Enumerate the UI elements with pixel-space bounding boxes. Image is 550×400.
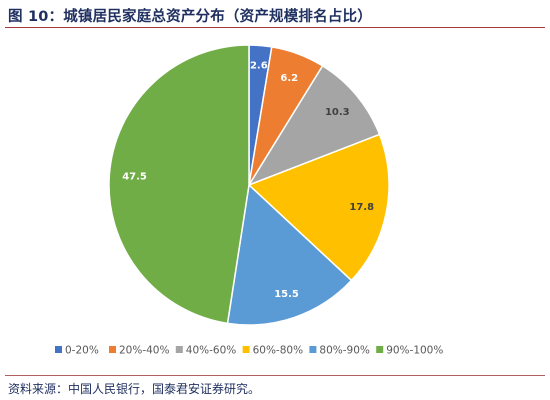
legend-item-60%-80%: 60%-80%: [242, 345, 303, 357]
pie-chart: 2.6 6.2 10.3 17.8 15.5 47.5 0-20% 20%-40% 40%-6…: [55, 44, 443, 357]
legend-label: 20%-40%: [119, 345, 169, 357]
data-label-0-20%: 2.6: [250, 61, 268, 72]
legend-item-0-20%: 0-20%: [55, 345, 99, 357]
pie-slice-80%-90%: [226, 183, 353, 326]
source-divider: [5, 375, 545, 376]
legend-item-80%-90%: 80%-90%: [309, 345, 370, 357]
pie-slices: [108, 44, 390, 326]
pie-slice-40%-60%: [247, 64, 381, 187]
source-note: 资料来源：中国人民银行，国泰君安证券研究。: [8, 382, 261, 396]
title-divider: [5, 27, 545, 28]
legend-label: 40%-60%: [186, 345, 236, 357]
legend-item-40%-60%: 40%-60%: [175, 345, 236, 357]
pie-slice-90%-100%: [108, 44, 250, 325]
data-label-80%-90%: 15.5: [274, 289, 299, 300]
legend-swatch: [55, 346, 62, 353]
legend-item-20%-40%: 20%-40%: [109, 345, 169, 357]
legend-label: 0-20%: [65, 345, 99, 357]
legend-item-90%-100%: 90%-100%: [376, 345, 443, 357]
data-label-60%-80%: 17.8: [349, 202, 374, 213]
legend-label: 80%-90%: [319, 345, 369, 357]
legend-label: 60%-80%: [253, 345, 303, 357]
data-label-40%-60%: 10.3: [325, 107, 350, 118]
legend-swatch: [109, 346, 116, 353]
pie-data-labels: 2.6 6.2 10.3 17.8 15.5 47.5: [122, 61, 374, 300]
legend-swatch: [175, 346, 183, 353]
figure-title: 图 10：城镇居民家庭总资产分布（资产规模排名占比）: [8, 9, 372, 25]
legend-swatch: [376, 346, 384, 353]
legend-label: 90%-100%: [386, 345, 443, 357]
legend-swatch: [309, 346, 317, 353]
chart-legend: 0-20% 20%-40% 40%-60% 60%-80% 80%-90% 90%-100…: [55, 345, 443, 357]
data-label-20%-40%: 6.2: [280, 73, 298, 84]
legend-swatch: [242, 346, 250, 353]
pie-slice-60%-80%: [247, 133, 390, 282]
data-label-90%-100%: 47.5: [122, 172, 147, 183]
